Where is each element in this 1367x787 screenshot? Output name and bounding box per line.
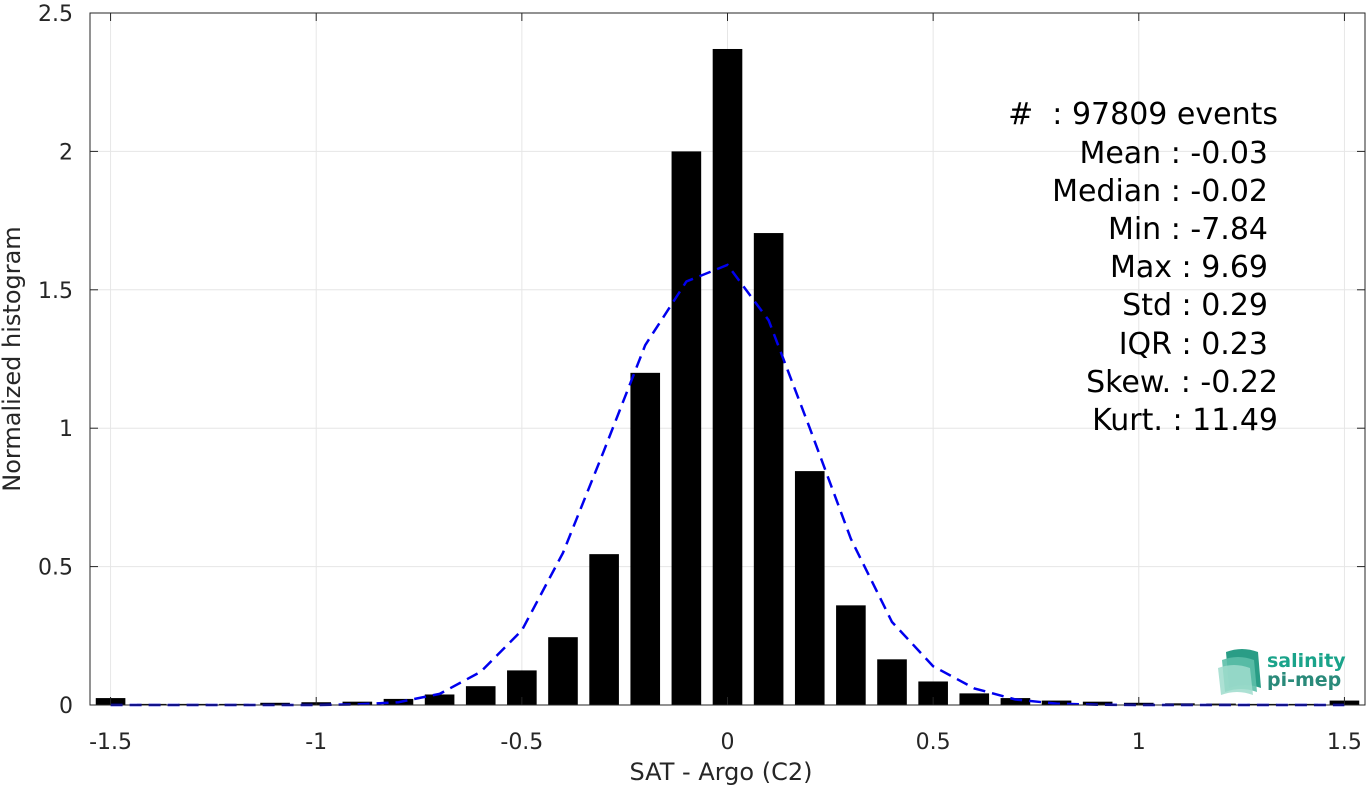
histogram-bar [712,48,743,705]
stat-count: # : 97809 events [1008,97,1278,132]
histogram-bar [342,701,373,705]
y-axis-title: Normalized histogram [0,226,26,491]
x-tick-label: -1.5 [89,730,132,755]
histogram-bar [836,605,866,705]
histogram-bar [671,151,702,705]
stat-min: Min : -7.84 [1108,212,1268,247]
stat-std: Std : 0.29 [1122,288,1268,323]
histogram-bar [260,702,290,705]
histogram-bar [1082,701,1113,705]
histogram-bar [589,554,619,705]
y-tick-label: 2.5 [38,2,73,27]
histogram-bar [959,693,990,705]
histogram-bar [1165,703,1195,705]
stat-mean: Mean : -0.03 [1079,136,1268,171]
histogram-bar [424,694,455,705]
histogram-bar [918,681,948,705]
x-tick-label: -0.5 [500,730,543,755]
x-tick-label: 0.5 [916,730,951,755]
histogram-bar [465,686,496,705]
stat-skew: Skew. : -0.22 [1086,365,1278,400]
stat-kurt: Kurt. : 11.49 [1092,403,1278,438]
x-tick-label: 1.5 [1327,730,1362,755]
histogram-bar [794,471,825,705]
x-tick-label: -1 [305,730,327,755]
fit-curve [110,263,1345,707]
histogram-bar [753,233,784,705]
stat-median: Median : -0.02 [1052,174,1268,209]
logo-text-salinity: salinity [1267,650,1346,672]
x-tick-label: 1 [1132,730,1146,755]
stat-max: Max : 9.69 [1110,250,1268,285]
histogram-bars [95,48,1360,705]
stats-box: # : 97809 events Mean : -0.03 Median : -… [1008,97,1278,438]
y-axis-ticks: 0 0.5 1 1.5 2 2.5 [38,2,1365,719]
wave-logo-icon [1218,649,1261,695]
x-tick-label: 0 [721,730,735,755]
y-tick-label: 1.5 [38,279,73,304]
histogram-bar [548,637,578,705]
y-tick-label: 0 [59,694,73,719]
x-axis-ticks: -1.5 -1 -0.5 0 0.5 1 1.5 [89,13,1362,755]
x-axis-title: SAT - Argo (C2) [630,758,813,786]
salinity-pi-mep-logo: salinity pi-mep [1218,649,1346,695]
stat-iqr: IQR : 0.23 [1119,327,1268,362]
y-tick-label: 0.5 [38,556,73,581]
y-tick-label: 1 [59,417,73,442]
histogram-bar [630,372,661,705]
histogram-bar [877,659,907,705]
logo-text-pi-mep: pi-mep [1267,669,1341,691]
histogram-bar [1000,698,1031,705]
y-tick-label: 2 [59,140,73,165]
